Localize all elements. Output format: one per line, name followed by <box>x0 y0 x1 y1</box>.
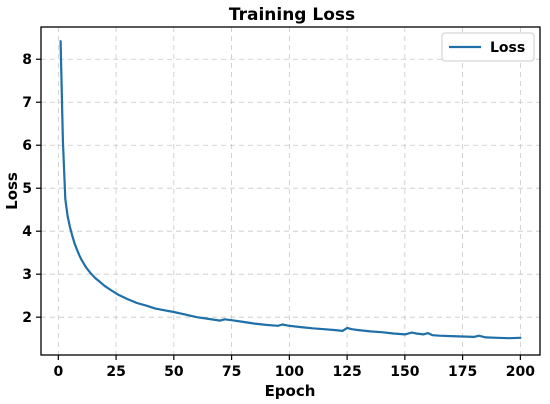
x-tick-label: 200 <box>506 364 535 380</box>
y-tick-label: 7 <box>22 95 32 111</box>
y-tick-label: 6 <box>22 138 32 154</box>
y-tick-label: 5 <box>22 181 32 197</box>
x-tick-label: 0 <box>53 364 63 380</box>
x-tick-label: 50 <box>164 364 184 380</box>
chart-title: Training Loss <box>229 5 355 25</box>
y-tick-label: 8 <box>22 52 32 68</box>
plot-frame <box>40 26 541 356</box>
x-axis-label: Epoch <box>265 382 316 400</box>
x-tick-label: 175 <box>448 364 477 380</box>
legend-label-loss: Loss <box>490 40 525 56</box>
y-tick-label: 3 <box>22 267 32 283</box>
grid-lines <box>41 27 540 355</box>
x-tick-label: 125 <box>332 364 361 380</box>
series-line-loss <box>59 40 522 340</box>
y-tick-label: 2 <box>22 310 32 326</box>
x-tick-label: 25 <box>106 364 125 380</box>
legend-box <box>441 32 535 62</box>
y-tick-label: 4 <box>22 224 32 240</box>
x-tick-label: 150 <box>390 364 419 380</box>
axis-ticks: 0 25 50 75 100 125 150 175 200 2 3 4 5 6 7 8 <box>22 52 535 380</box>
legend: Loss <box>441 32 535 62</box>
y-axis-label: Loss <box>3 172 21 210</box>
x-tick-label: 75 <box>222 364 241 380</box>
x-tick-label: 100 <box>275 364 304 380</box>
